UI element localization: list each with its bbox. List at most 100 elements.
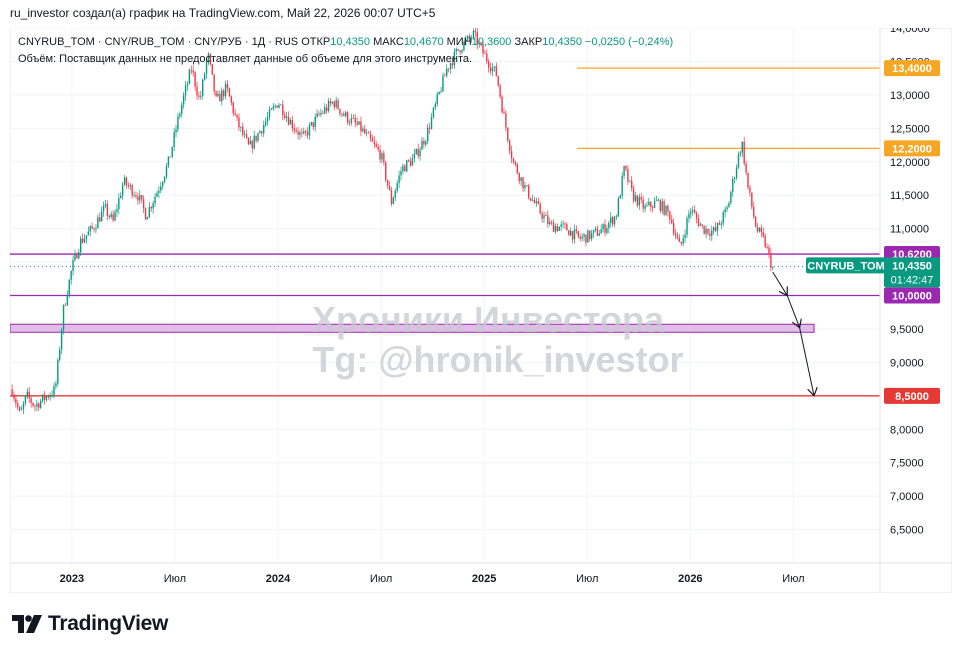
candle-body (345, 112, 347, 116)
candle-body (278, 104, 280, 108)
chart-area[interactable]: Хроники Инвестора Tg: @hronik_investor 1… (9, 23, 953, 594)
candle-body (322, 112, 324, 114)
candle-body (720, 223, 723, 225)
candle-body (59, 349, 61, 360)
candle-body (53, 385, 55, 395)
candle-body (348, 122, 351, 124)
candle-body (581, 236, 583, 239)
time-axis[interactable]: 2023 Июл 2024 Июл 2025 Июл 2026 Июл (10, 562, 952, 585)
candles (11, 26, 774, 415)
chart-credit: ru_investor создал(а) график на TradingV… (10, 6, 436, 20)
time-tick-label: Июл (164, 573, 186, 585)
candle-body (87, 231, 90, 236)
candle-body (222, 90, 225, 97)
current-price-tag (884, 257, 940, 288)
candle-body (304, 131, 307, 133)
candle-body (333, 101, 335, 107)
candle-body (76, 253, 78, 259)
candle-body (608, 222, 610, 229)
tradingview-logo[interactable]: TradingView (12, 612, 168, 636)
candle-body (718, 223, 721, 225)
candle-body (453, 51, 456, 66)
candle-body (369, 133, 372, 139)
candle-body (510, 150, 513, 159)
candle-body (196, 86, 198, 96)
candle-body (245, 134, 248, 138)
candle-body (285, 116, 288, 118)
candle-body (343, 113, 345, 116)
candle-body (539, 203, 541, 214)
candle-body (108, 215, 110, 218)
candle-body (478, 42, 480, 45)
price-chart[interactable]: Хроники Инвестора Tg: @hronik_investor 1… (9, 23, 953, 594)
candle-body (737, 154, 740, 168)
candle-body (772, 267, 774, 269)
candle-body (724, 209, 726, 213)
candle-body (476, 31, 478, 45)
candle-body (22, 403, 25, 410)
candle-body (493, 66, 496, 68)
candle-body (55, 383, 57, 386)
candle-body (529, 197, 532, 201)
candle-body (116, 209, 118, 212)
level-price-tag (884, 287, 940, 304)
candle-body (175, 129, 177, 133)
candle-body (402, 165, 404, 172)
time-tick-label: Июл (576, 573, 598, 585)
candle-body (17, 403, 19, 408)
candle-body (171, 147, 173, 157)
candle-body (661, 201, 663, 211)
candle-body (118, 197, 120, 210)
candle-body (415, 148, 417, 154)
current-symbol-label: CNYRUB_TOM (807, 260, 884, 272)
level-price-label: 13,4000 (892, 63, 932, 75)
legend-close: 10,4350 (542, 36, 582, 48)
candle-body (83, 238, 86, 243)
candle-body (205, 61, 208, 75)
watermark: Хроники Инвестора Tg: @hronik_investor (312, 299, 684, 380)
support-zone (9, 323, 815, 333)
candle-body (564, 223, 566, 225)
candle-body (367, 132, 370, 134)
price-tick-label: 12,0000 (890, 157, 930, 169)
time-tick-label: 2026 (678, 573, 702, 585)
zones (9, 323, 815, 333)
candle-body (358, 121, 360, 125)
candle-body (167, 156, 170, 166)
candle-body (554, 226, 557, 232)
candle-body (161, 182, 164, 187)
candle-body (224, 83, 227, 97)
candle-body (444, 75, 446, 77)
candle-body (43, 394, 46, 400)
candle-body (66, 295, 69, 305)
legend-volume-note: Объём: Поставщик данных не предоставляет… (18, 53, 473, 65)
level-price-tag (884, 387, 940, 404)
candle-body (299, 132, 301, 135)
candle-body (507, 127, 509, 141)
candle-body (636, 195, 639, 206)
candle-body (722, 212, 724, 224)
candle-body (186, 83, 189, 86)
candle-body (463, 42, 465, 51)
candle-body (182, 95, 185, 105)
candle-body (646, 205, 648, 206)
current-price-label: 10,4350 (892, 260, 932, 272)
candle-body (692, 209, 694, 212)
candle-body (753, 206, 755, 217)
legend-ohlc: CNYRUB_TOM · CNY/RUB_TOM · CNY/РУБ · 1Д … (18, 36, 673, 48)
candle-body (394, 190, 396, 198)
candle-body (404, 165, 406, 172)
candle-body (110, 214, 112, 218)
candle-body (125, 177, 128, 186)
candle-body (148, 206, 151, 218)
candle-body (51, 394, 53, 396)
candle-body (97, 217, 99, 229)
candle-body (99, 217, 101, 222)
candle-body (312, 122, 315, 128)
candle-body (158, 190, 160, 193)
candle-body (627, 169, 629, 182)
candle-body (690, 211, 692, 214)
candle-body (745, 163, 747, 173)
candle-body (682, 238, 684, 244)
candle-body (600, 229, 602, 234)
